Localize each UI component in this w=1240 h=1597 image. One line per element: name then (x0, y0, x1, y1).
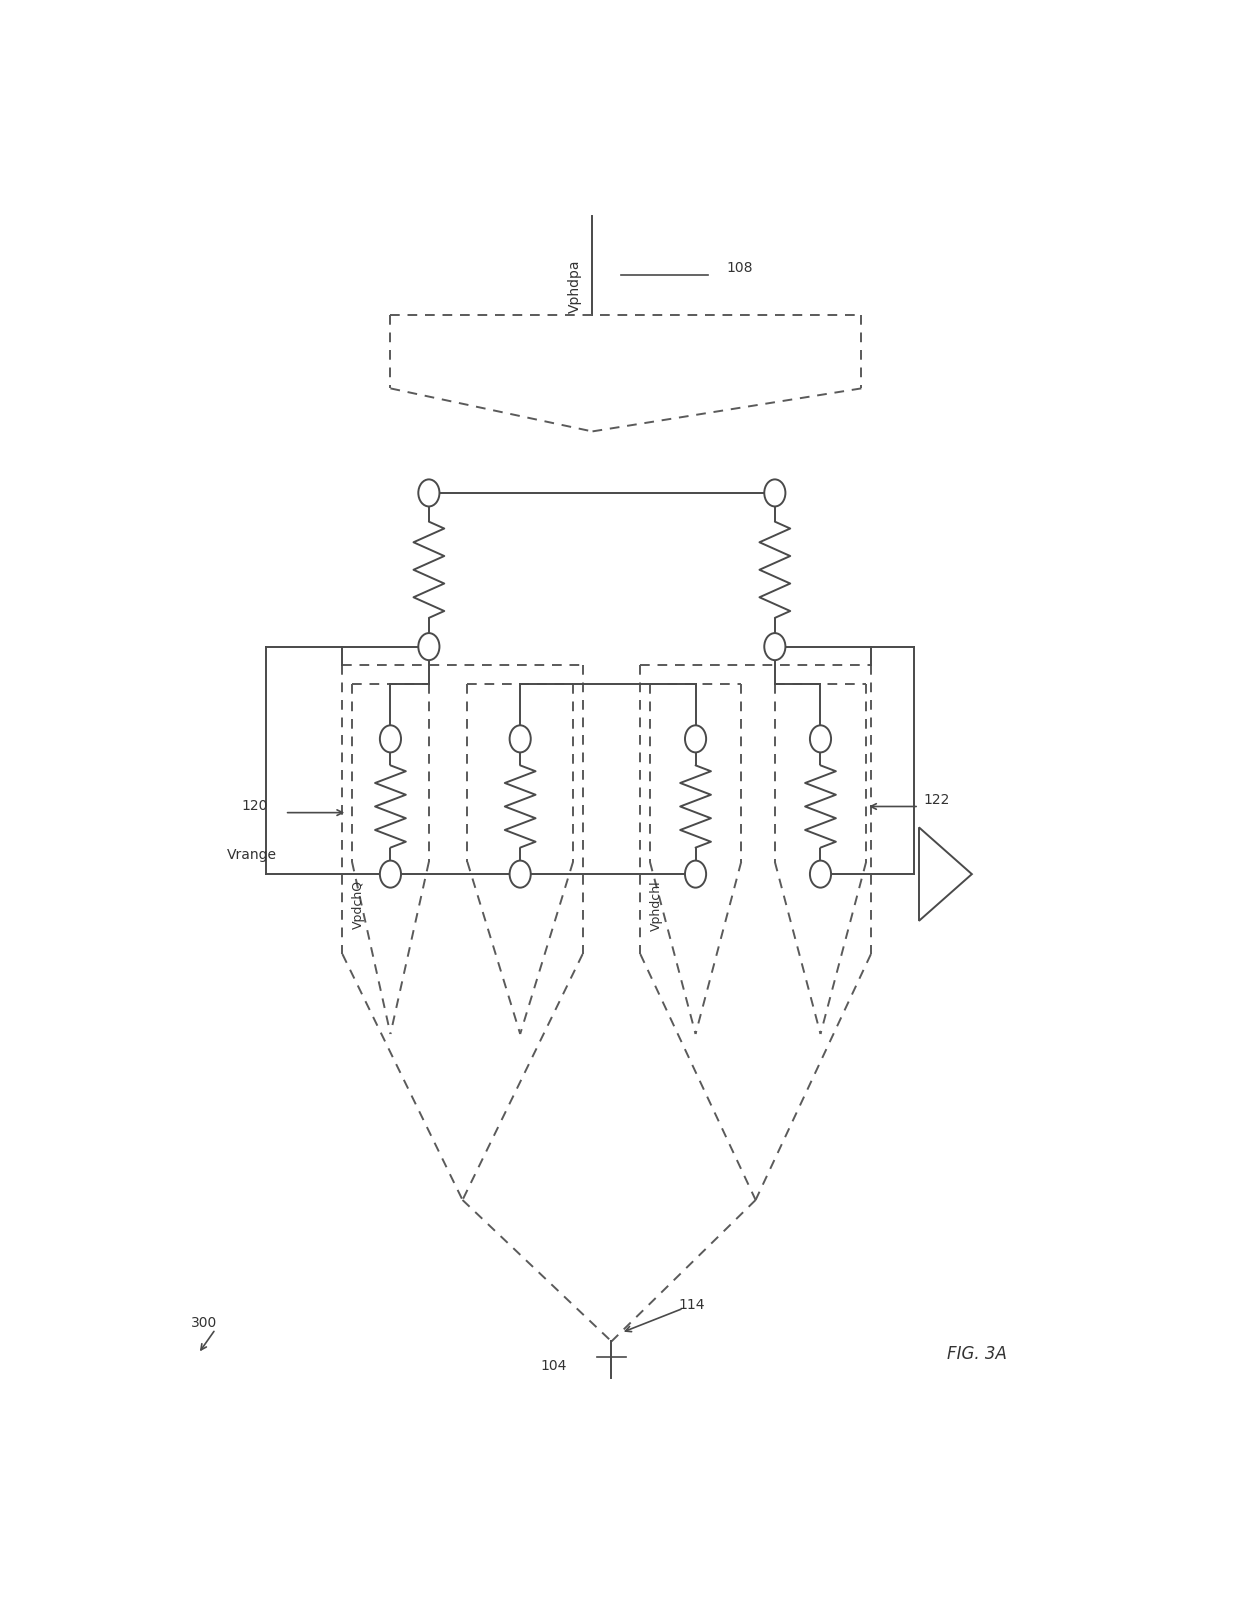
Text: 120: 120 (242, 800, 268, 813)
Circle shape (764, 479, 785, 506)
Circle shape (684, 861, 706, 888)
Circle shape (810, 725, 831, 752)
Text: 108: 108 (727, 260, 753, 275)
Text: Vphdchl: Vphdchl (650, 880, 663, 931)
Circle shape (810, 861, 831, 888)
Circle shape (510, 861, 531, 888)
Circle shape (510, 725, 531, 752)
Circle shape (379, 861, 401, 888)
Circle shape (418, 479, 439, 506)
Text: FIG. 3A: FIG. 3A (946, 1345, 1007, 1362)
Circle shape (684, 725, 706, 752)
Text: 104: 104 (541, 1359, 567, 1373)
Circle shape (418, 632, 439, 660)
Text: VpdchQ: VpdchQ (352, 880, 365, 929)
Text: 122: 122 (924, 794, 950, 808)
Circle shape (379, 725, 401, 752)
Text: 300: 300 (191, 1316, 217, 1330)
Text: Vphdpa: Vphdpa (568, 259, 582, 313)
Circle shape (764, 632, 785, 660)
Text: 114: 114 (678, 1297, 706, 1311)
Text: Vrange: Vrange (227, 848, 277, 862)
